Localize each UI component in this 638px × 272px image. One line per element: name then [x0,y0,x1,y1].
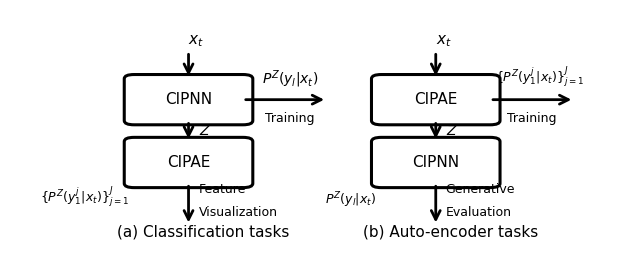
Text: Training: Training [265,112,315,125]
Text: Generative: Generative [445,183,515,196]
Text: $P^Z(y_l|x_t)$: $P^Z(y_l|x_t)$ [325,190,376,210]
FancyBboxPatch shape [124,75,253,125]
Text: Z: Z [447,124,456,138]
Text: (a) Classification tasks: (a) Classification tasks [117,225,290,240]
Text: $x_t$: $x_t$ [436,34,452,50]
Text: CIPAE: CIPAE [167,155,210,170]
FancyBboxPatch shape [371,75,500,125]
Text: $\{P^Z(y_1^j|x_t)\}_{j=1}^J$: $\{P^Z(y_1^j|x_t)\}_{j=1}^J$ [40,186,129,210]
Text: Z: Z [200,124,209,138]
Text: $P^Z(y_l|x_t)$: $P^Z(y_l|x_t)$ [262,69,318,90]
Text: (b) Auto-encoder tasks: (b) Auto-encoder tasks [363,225,538,240]
Text: CIPNN: CIPNN [412,155,459,170]
Text: Training: Training [507,112,557,125]
FancyBboxPatch shape [371,137,500,188]
Text: Visualization: Visualization [198,206,278,220]
Text: $x_t$: $x_t$ [188,34,204,50]
Text: CIPAE: CIPAE [414,92,457,107]
Text: $\{P^Z(y_1^j|x_t)\}_{j=1}^J$: $\{P^Z(y_1^j|x_t)\}_{j=1}^J$ [495,66,584,90]
FancyBboxPatch shape [124,137,253,188]
Text: Feature: Feature [198,183,246,196]
Text: CIPNN: CIPNN [165,92,212,107]
Text: Evaluation: Evaluation [445,206,512,220]
